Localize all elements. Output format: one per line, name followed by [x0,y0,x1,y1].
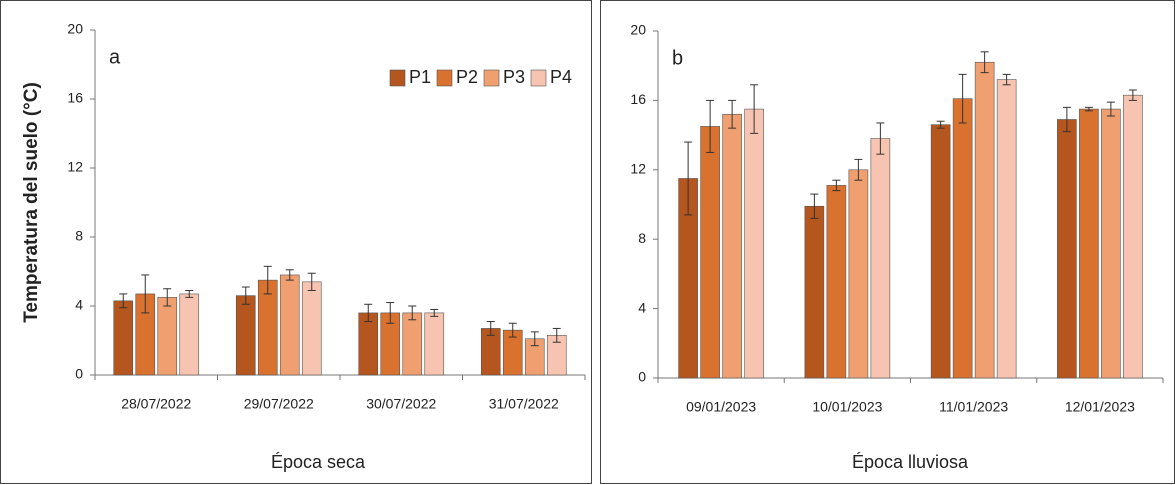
bar [700,126,720,379]
x-axis-label: Época seca [271,452,366,472]
x-tick-label: 28/07/2022 [121,396,191,412]
x-tick-label: 10/01/2023 [812,399,882,415]
x-tick-label: 09/01/2023 [686,399,756,415]
panel-frame [600,0,1175,484]
panel-label: b [672,47,683,69]
y-axis-label: Temperatura del suelo (°C) [21,82,42,323]
y-tick-label: 20 [630,22,646,38]
bar [358,312,379,376]
legend-label: P1 [409,67,431,87]
x-tick-label: 30/07/2022 [366,396,436,412]
bar [996,79,1017,379]
bar [826,185,847,379]
x-tick-label: 31/07/2022 [489,396,559,412]
y-tick-label: 16 [630,91,646,107]
x-axis-label: Época lluviosa [852,452,969,472]
y-tick-label: 12 [67,159,83,175]
y-tick-label: 0 [638,369,646,385]
bar [279,274,300,376]
legend-swatch [530,69,547,87]
bar [1079,108,1099,379]
legend-swatch [389,69,406,87]
bar [974,61,995,379]
bar [1123,94,1143,379]
y-tick-label: 0 [75,366,83,382]
bar [952,98,973,379]
bar [301,281,322,376]
bar [804,205,825,379]
bar [722,113,742,379]
bar [848,169,869,379]
bar [930,124,951,379]
y-tick-label: 8 [638,230,646,246]
y-tick-label: 16 [67,90,83,106]
x-tick-label: 12/01/2023 [1065,399,1135,415]
bar [1101,108,1121,379]
x-tick-label: 29/07/2022 [244,396,314,412]
y-tick-label: 12 [630,161,646,177]
legend-swatch [483,69,500,87]
legend-label: P2 [456,67,478,87]
legend-label: P4 [550,67,572,87]
y-tick-label: 4 [75,297,83,313]
bar [179,293,200,376]
y-tick-label: 8 [75,228,83,244]
panel-frame [0,0,592,484]
x-tick-label: 11/01/2023 [939,399,1008,415]
panel-label: a [109,46,121,68]
y-tick-label: 20 [67,21,83,37]
bar [157,297,178,376]
bar [424,312,445,376]
legend-swatch [436,69,453,87]
y-tick-label: 4 [638,299,646,315]
legend-label: P3 [503,67,525,87]
bar [744,108,764,379]
bar [235,295,256,376]
bar [113,300,134,376]
bar [402,312,423,376]
bar [1057,119,1077,379]
bar [870,138,891,379]
